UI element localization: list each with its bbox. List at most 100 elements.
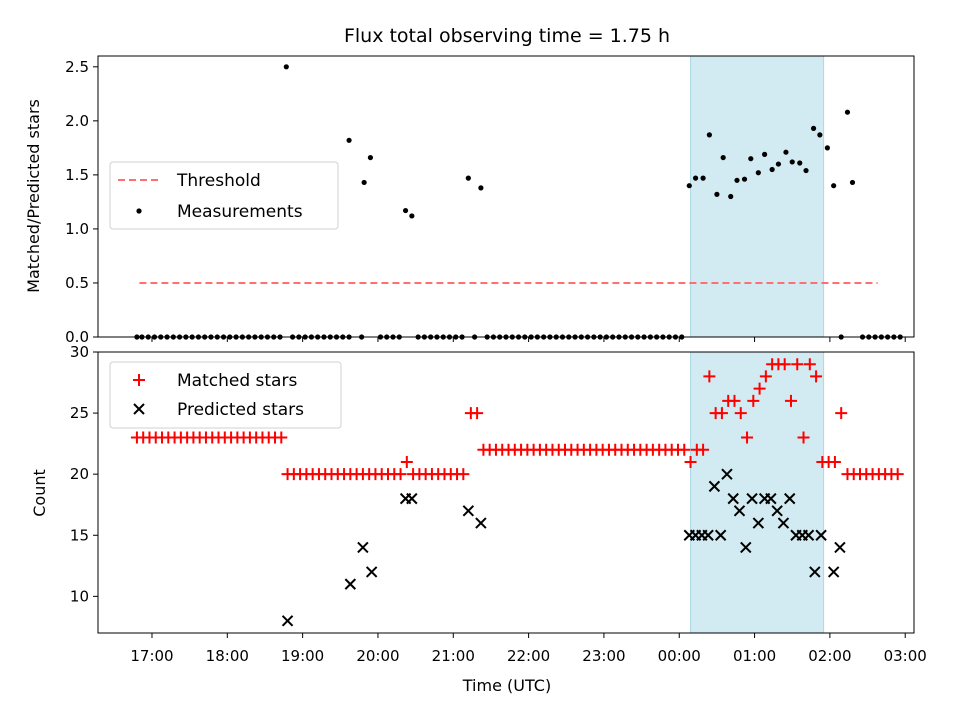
x-tick-label: 03:00 — [884, 647, 927, 665]
measurement-point — [755, 170, 761, 176]
y-tick-label: 2.5 — [65, 58, 89, 76]
top-legend-box — [109, 161, 339, 230]
x-tick-label: 18:00 — [206, 647, 249, 665]
measurement-point — [402, 207, 409, 214]
top-legend: Threshold Measurements — [109, 161, 339, 230]
measurement-point — [465, 175, 471, 181]
predicted-star-point — [834, 541, 846, 554]
measurement-point — [817, 132, 823, 138]
measurement-point — [686, 183, 692, 189]
predicted-star-point — [727, 492, 739, 505]
x-tick-label: 21:00 — [432, 647, 475, 665]
matched-star-point — [784, 394, 797, 407]
threshold-legend-label: Threshold — [176, 171, 261, 191]
measurement-point — [762, 151, 768, 157]
top-plot-frame — [97, 55, 915, 338]
x-tick-label: 00:00 — [658, 647, 701, 665]
matched-star-point — [457, 468, 470, 481]
predicted-star-point — [721, 468, 733, 480]
predicted-legend-label: Predicted stars — [177, 400, 304, 420]
matched-star-point — [697, 443, 710, 456]
measurement-point — [775, 161, 782, 167]
measurement-point — [789, 159, 795, 165]
matched-star-point — [715, 407, 728, 420]
measurement-point — [769, 166, 775, 173]
measurements-legend-label: Measurements — [177, 202, 303, 222]
x-tick-label: 19:00 — [281, 647, 324, 665]
y-tick-label: 25 — [70, 404, 89, 422]
predicted-star-point — [281, 615, 294, 627]
measurement-point — [748, 156, 754, 162]
predicted-star-point — [357, 541, 369, 554]
y-tick-label: 2.0 — [65, 112, 89, 130]
x-tick-label: 17:00 — [130, 647, 173, 665]
top-y-axis-label: Matched/Predicted stars — [24, 99, 43, 293]
bottom-y-axis-label: Count — [30, 469, 49, 517]
measurement-point — [741, 176, 748, 182]
matched-star-point — [828, 455, 841, 468]
predicted-star-point — [733, 505, 746, 517]
bottom-legend-box — [109, 361, 342, 429]
predicted-star-point — [777, 517, 790, 529]
measurement-point — [844, 109, 851, 115]
predicted-star-point — [784, 492, 796, 505]
predicted-star-point — [365, 566, 378, 578]
predicted-star-point — [406, 492, 418, 505]
predicted-star-point — [475, 517, 487, 529]
predicted-star-point — [752, 517, 765, 529]
matched-star-point — [791, 358, 804, 371]
matched-star-point — [728, 394, 741, 407]
measurement-point — [803, 167, 809, 174]
matched-star-point — [734, 407, 747, 420]
x-tick-label: 22:00 — [507, 647, 550, 665]
measurement-point — [361, 179, 367, 186]
matched-star-point — [703, 370, 716, 383]
y-tick-label: 20 — [70, 465, 89, 483]
matched-star-point — [747, 394, 760, 407]
measurement-point — [831, 183, 837, 189]
chart-title: Flux total observing time = 1.75 h — [344, 25, 670, 47]
predicted-legend-swatch — [133, 403, 145, 415]
measurement-point — [700, 175, 706, 181]
measurement-point — [824, 145, 830, 151]
top-panel: Flux total observing time = 1.75 h 0.0 0.… — [24, 25, 915, 346]
measurement-point — [283, 64, 289, 70]
x-axis-label: Time (UTC) — [462, 676, 551, 695]
matched-star-point — [753, 382, 766, 395]
matched-star-point — [891, 468, 904, 481]
matched-star-point — [810, 370, 823, 383]
predicted-star-point — [462, 505, 475, 517]
predicted-star-point — [344, 578, 357, 590]
measurement-point — [810, 125, 817, 132]
matched-star-point — [759, 370, 772, 383]
x-tick-label: 01:00 — [733, 647, 776, 665]
measurement-point — [734, 177, 740, 183]
measurement-point — [728, 193, 734, 200]
measurement-point — [706, 132, 712, 138]
predicted-star-point — [815, 529, 827, 541]
predicted-star-point — [708, 480, 721, 493]
matched-star-point — [678, 443, 691, 456]
predicted-star-point — [771, 505, 783, 517]
y-tick-label: 1.5 — [65, 166, 89, 184]
predicted-star-point — [765, 492, 777, 505]
observing-window-shade — [690, 55, 825, 338]
matched-star-point — [803, 358, 816, 371]
matched-legend-swatch — [133, 374, 145, 386]
measurement-point — [478, 185, 484, 191]
matched-star-point — [684, 455, 697, 468]
predicted-star-point — [827, 566, 840, 578]
y-tick-label: 30 — [70, 343, 89, 361]
y-tick-label: 0.0 — [65, 328, 89, 346]
predicted-star-point — [740, 541, 752, 554]
bottom-panel: 10 15 20 25 30 17:00 18:00 19:00 20:00 21:00 22:0… — [30, 343, 927, 695]
matched-star-point — [400, 455, 413, 468]
x-tick-label: 20:00 — [356, 647, 399, 665]
bottom-legend: Matched stars Predicted stars — [109, 361, 342, 429]
x-tick-label: 23:00 — [582, 647, 625, 665]
measurement-point — [692, 175, 699, 181]
y-tick-label: 1.0 — [65, 220, 89, 238]
observing-window-shade — [690, 351, 825, 634]
predicted-star-point — [809, 566, 821, 578]
y-tick-label: 15 — [70, 526, 89, 544]
